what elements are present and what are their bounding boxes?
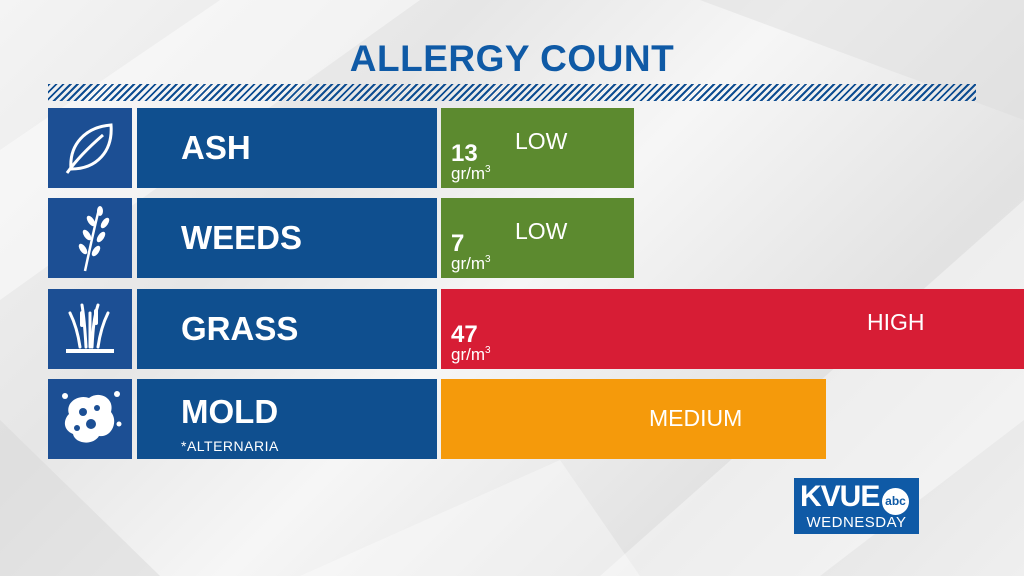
category-label-box: GRASS: [137, 289, 437, 369]
pollen-count-value: 47: [451, 321, 478, 348]
pollen-count-value: 7: [451, 230, 465, 257]
icon-box: [48, 289, 132, 369]
category-name: MOLD: [181, 393, 279, 430]
risk-level-label: MEDIUM: [649, 405, 743, 431]
logo-day-label: WEDNESDAY: [806, 514, 907, 531]
level-bar: 13 gr/m3 LOW: [441, 108, 634, 188]
risk-level-label: HIGH: [867, 309, 925, 335]
category-subtitle: *ALTERNARIA: [181, 438, 279, 454]
logo-text: KVUE: [800, 480, 880, 513]
pollen-count-unit: gr/m3: [451, 345, 491, 364]
allergy-row-mold: MOLD *ALTERNARIA MEDIUM: [48, 379, 978, 459]
level-bar: 7 gr/m3 LOW: [441, 198, 634, 278]
network-logo: abc: [882, 488, 909, 515]
allergy-row-ash: ASH 13 gr/m3 LOW: [48, 108, 978, 188]
icon-box: [48, 108, 132, 188]
risk-level-label: LOW: [515, 218, 568, 244]
pollen-count-value: 13: [451, 140, 478, 167]
category-name: WEEDS: [181, 219, 303, 256]
category-label-box: ASH: [137, 108, 437, 188]
level-bar: MEDIUM: [441, 379, 826, 459]
category-name: ASH: [181, 129, 251, 166]
risk-level-label: LOW: [515, 128, 568, 154]
allergy-row-weeds: WEEDS 7 gr/m3 LOW: [48, 198, 978, 278]
chart-title: ALLERGY COUNT: [349, 38, 675, 79]
category-label-box: WEEDS: [137, 198, 437, 278]
title-hatch-divider: [48, 84, 976, 101]
category-name: GRASS: [181, 310, 299, 347]
weed-sprig-icon: [78, 206, 110, 272]
icon-box: [48, 198, 132, 278]
allergy-row-grass: GRASS 47 gr/m3 HIGH: [48, 289, 1024, 369]
pollen-count-unit: gr/m3: [451, 164, 491, 183]
mold-spore-icon: [62, 391, 122, 443]
icon-box: [48, 379, 132, 459]
leaf-icon: [65, 123, 113, 174]
grass-tuft-icon: [66, 303, 114, 353]
station-logo: KVUE abc WEDNESDAY: [794, 478, 919, 534]
category-label-box: MOLD *ALTERNARIA: [137, 379, 437, 459]
pollen-count-unit: gr/m3: [451, 254, 491, 273]
level-bar: 47 gr/m3 HIGH: [441, 289, 1024, 369]
